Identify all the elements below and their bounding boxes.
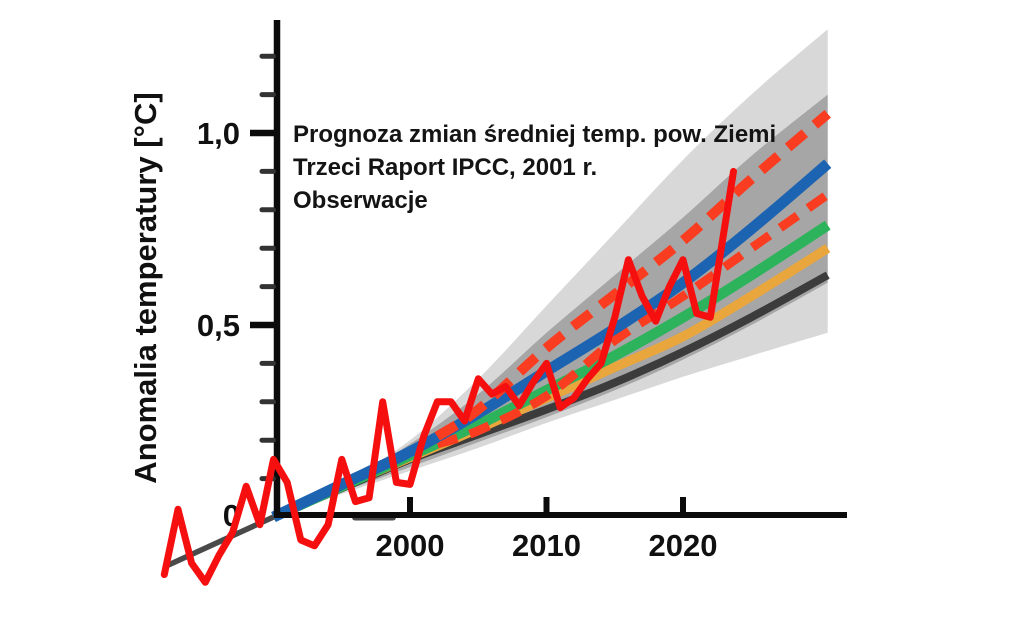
pre-1990-observed-trend xyxy=(167,514,275,568)
observed-temperature-anomaly xyxy=(160,167,737,586)
inner-uncertainty-band xyxy=(273,94,828,517)
ipcc-projection-blue xyxy=(271,159,832,522)
x-tick-label: 2020 xyxy=(649,528,718,563)
annotation-observations-label: Obserwacje xyxy=(293,187,428,214)
y-tick-label: 0,5 xyxy=(197,308,240,343)
annotation-line-2: Trzeci Raport IPCC, 2001 r. xyxy=(293,154,597,181)
uncertainty-bands xyxy=(273,29,828,518)
annotation-line-1: Prognoza zmian średniej temp. pow. Ziemi xyxy=(293,121,776,148)
projection-lines xyxy=(167,110,832,568)
y-tick-label: 1,0 xyxy=(197,116,240,151)
x-tick-label: 2010 xyxy=(512,528,581,563)
observations-line xyxy=(160,167,737,586)
y-axis-title: Anomalia temperatury [°C] xyxy=(128,92,163,483)
ipcc-projection-mid-red-dashed xyxy=(435,190,831,449)
x-tick-label: 2000 xyxy=(376,528,445,563)
ipcc-projection-high-red-dashed xyxy=(434,110,831,441)
axes xyxy=(250,20,847,518)
